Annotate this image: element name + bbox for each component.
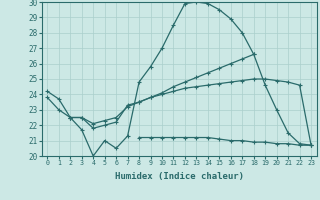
X-axis label: Humidex (Indice chaleur): Humidex (Indice chaleur) xyxy=(115,172,244,181)
